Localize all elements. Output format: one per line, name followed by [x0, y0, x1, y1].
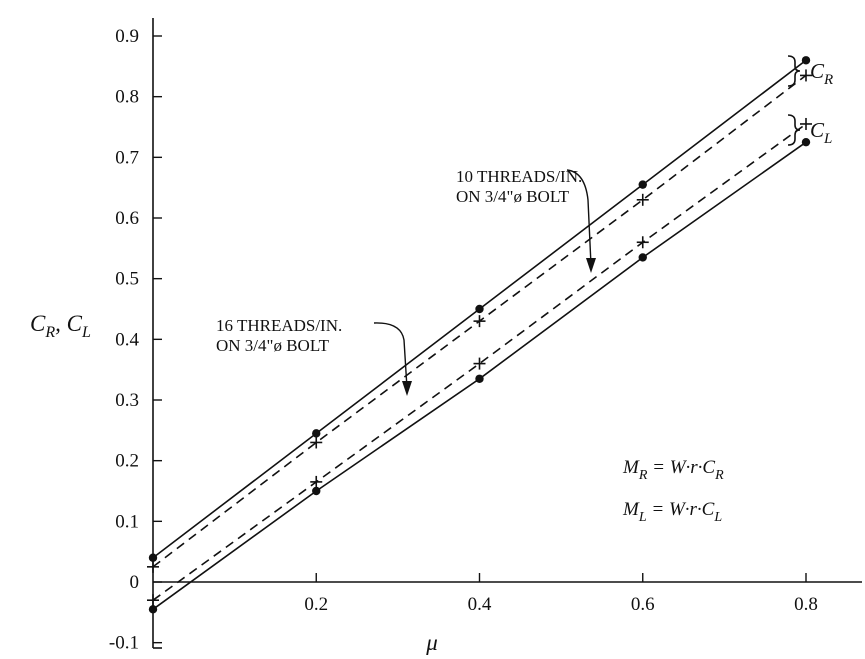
annotation-10-line1: 10 THREADS/IN. — [456, 167, 582, 186]
annotation-10-line2: ON 3/4"ø BOLT — [456, 187, 570, 206]
data-point — [801, 137, 811, 147]
y-tick-label: 0.7 — [115, 147, 139, 168]
x-tick-label: 0.2 — [304, 594, 328, 615]
y-axis-label: CR, CL — [30, 311, 91, 341]
annotation-16-line2: ON 3/4"ø BOLT — [216, 336, 330, 355]
x-axis-label: μ — [425, 630, 438, 655]
y-tick-label: -0.1 — [109, 633, 139, 654]
data-point — [473, 315, 486, 328]
ticks: -0.1 0 0.1 0.2 0.3 0.4 0.5 0.6 0.7 0.8 0.9 0.2 0.4 0.… — [109, 26, 818, 654]
data-point — [636, 236, 649, 249]
annotation-16-arrow — [373, 322, 408, 389]
data-point — [147, 560, 159, 573]
data-point — [473, 357, 486, 370]
equation-mr: MR = W·r·CR — [622, 457, 724, 483]
data-point — [638, 253, 647, 262]
y-tick-label: 0.1 — [115, 511, 139, 532]
legend-cl-brace — [787, 114, 801, 146]
y-tick-label: 0.5 — [115, 269, 139, 290]
data-point — [800, 117, 812, 130]
marker-layer — [147, 56, 812, 614]
annotation-16-threads: 16 THREADS/IN. ON 3/4"ø BOLT — [216, 316, 412, 396]
data-point — [801, 56, 811, 65]
data-point — [475, 374, 484, 383]
data-point — [800, 69, 812, 82]
y-tick-label: 0.9 — [115, 26, 139, 47]
y-tick-label: 0 — [130, 572, 140, 593]
data-point — [638, 180, 647, 189]
data-point — [310, 475, 323, 488]
annotation-16-arrowhead — [402, 381, 412, 396]
annotation-10-arrowhead — [586, 258, 596, 273]
y-tick-label: 0.6 — [115, 208, 139, 229]
equation-ml: ML = W·r·CL — [622, 499, 722, 525]
legend-cl: CL — [787, 114, 832, 147]
y-tick-label: 0.3 — [115, 390, 139, 411]
legend-cr-label: CR — [810, 59, 833, 88]
legend-cr-brace — [787, 55, 801, 87]
legend-cl-label: CL — [810, 118, 832, 147]
data-point — [636, 193, 649, 206]
data-point — [148, 605, 158, 614]
y-axis-label-cr: C — [30, 311, 46, 336]
y-tick-label: 0.8 — [115, 87, 139, 108]
x-tick-label: 0.6 — [631, 594, 655, 615]
legend-cr: CR — [787, 55, 833, 88]
y-tick-label: 0.2 — [115, 451, 139, 472]
x-tick-label: 0.8 — [794, 594, 818, 615]
data-point — [312, 486, 321, 496]
annotation-16-line1: 16 THREADS/IN. — [216, 316, 342, 335]
data-point — [312, 429, 321, 438]
data-point — [310, 436, 323, 449]
data-point — [147, 594, 159, 607]
y-tick-label: 0.4 — [115, 329, 139, 350]
annotation-10-arrow — [566, 169, 592, 266]
data-point — [148, 553, 158, 562]
annotation-10-threads: 10 THREADS/IN. ON 3/4"ø BOLT — [456, 167, 596, 273]
x-tick-label: 0.4 — [468, 594, 492, 615]
data-point — [475, 304, 484, 314]
